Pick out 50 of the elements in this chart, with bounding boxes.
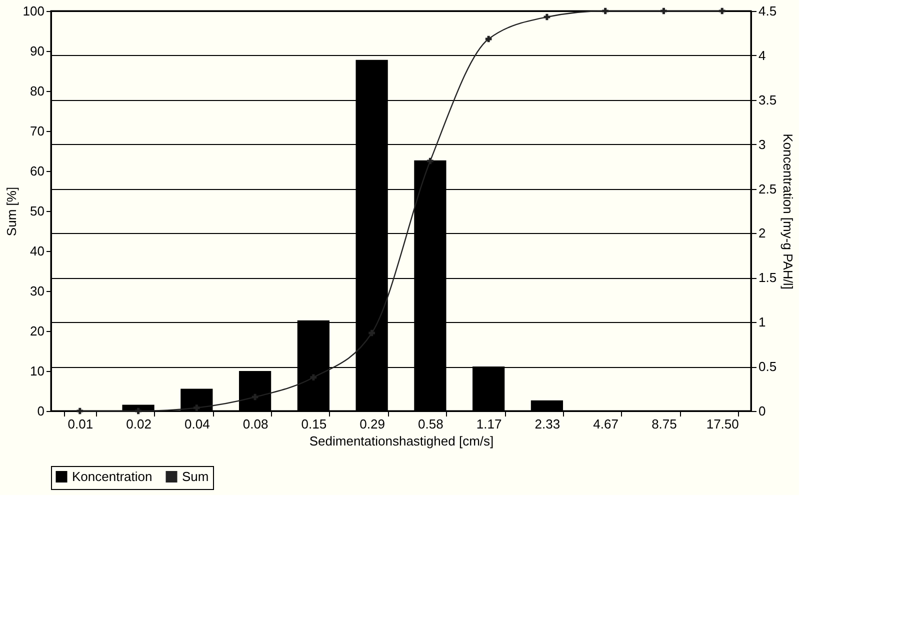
y-tick-label: 50 — [30, 204, 44, 218]
y-tick-label: 90 — [30, 44, 44, 58]
y-tick-label: 70 — [30, 124, 44, 138]
point — [194, 404, 200, 411]
y-tick-label: 40 — [30, 244, 44, 258]
x-tick-label: 0.04 — [184, 416, 210, 432]
y2-tick-label: 2 — [758, 226, 766, 241]
point — [718, 8, 726, 14]
y-tick-label: 100 — [22, 4, 44, 18]
point — [602, 8, 608, 14]
y2-tick-label: 4 — [758, 48, 766, 63]
point — [76, 408, 84, 414]
point — [485, 36, 492, 42]
y2-tick-label: 1 — [758, 314, 766, 330]
x-tick-label: 17.50 — [706, 416, 739, 432]
y-tick-label: 60 — [30, 164, 44, 178]
point — [427, 158, 434, 164]
x-axis-title: Sedimentationshastighed [cm/s] — [309, 434, 494, 448]
y2-tick-label: 3.5 — [758, 92, 777, 108]
y2-axis-title: Koncentration [my-g PAH/l] — [780, 134, 796, 290]
point — [368, 330, 375, 336]
x-tick-label: 0.08 — [242, 416, 268, 432]
y-tick-label: 30 — [30, 284, 44, 298]
x-tick-label: 4.67 — [593, 416, 618, 432]
y-tick-label: 20 — [30, 324, 44, 338]
legend-label: Koncentration — [72, 468, 152, 484]
point — [310, 374, 317, 381]
point — [660, 8, 667, 14]
x-tick-label: 8.75 — [652, 416, 677, 432]
y2-tick-label: 4.5 — [758, 4, 777, 18]
y-tick-label: 0 — [37, 404, 44, 418]
x-tick-label: 0.29 — [360, 416, 385, 432]
x-tick-label: 0.58 — [418, 416, 444, 432]
y-axis-title: Sum [%] — [4, 186, 19, 236]
y-tick-label: 80 — [30, 84, 44, 98]
y-tick-label: 10 — [30, 364, 44, 378]
point — [252, 394, 258, 400]
x-tick-label: 0.01 — [68, 416, 94, 432]
point — [135, 408, 142, 414]
x-tick-label: 1.17 — [476, 416, 502, 432]
x-tick-label: 0.15 — [301, 416, 327, 432]
x-tick-label: 2.33 — [534, 416, 560, 432]
y2-tick-label: 2.5 — [758, 181, 777, 196]
y2-tick-label: 3 — [758, 136, 766, 152]
y2-tick-label: 0.5 — [758, 359, 777, 374]
y2-tick-label: 1.5 — [758, 270, 777, 286]
point — [544, 14, 550, 20]
y2-tick-label: 0 — [758, 404, 766, 418]
legend-label: Sum — [182, 468, 209, 484]
x-tick-label: 0.02 — [126, 416, 152, 432]
